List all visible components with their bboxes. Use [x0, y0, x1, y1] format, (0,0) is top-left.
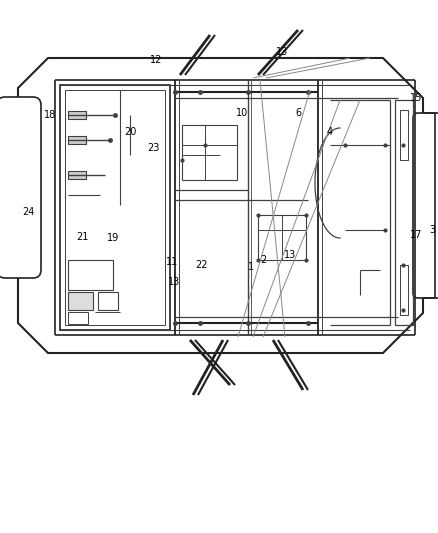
- Text: 24: 24: [22, 207, 34, 217]
- Text: 10: 10: [236, 108, 248, 118]
- FancyBboxPatch shape: [0, 97, 41, 278]
- Text: 21: 21: [76, 232, 88, 242]
- Bar: [68, 292, 93, 310]
- FancyBboxPatch shape: [413, 113, 438, 298]
- Text: 13: 13: [168, 277, 180, 287]
- Text: 13: 13: [276, 47, 288, 57]
- Bar: [400, 110, 408, 160]
- Text: 15: 15: [410, 93, 422, 103]
- Text: 13: 13: [284, 250, 296, 260]
- Bar: [68, 171, 86, 179]
- Text: 22: 22: [196, 260, 208, 270]
- Bar: [60, 85, 170, 330]
- Text: 23: 23: [147, 143, 159, 153]
- Bar: [182, 125, 237, 180]
- PathPatch shape: [18, 58, 423, 353]
- Text: 1: 1: [248, 262, 254, 272]
- Text: 19: 19: [107, 233, 119, 243]
- Text: 2: 2: [260, 255, 266, 265]
- Bar: [68, 260, 113, 290]
- Text: 6: 6: [295, 108, 301, 118]
- Text: 3: 3: [429, 225, 435, 235]
- Text: 12: 12: [150, 55, 162, 65]
- Text: 18: 18: [44, 110, 56, 120]
- Bar: [68, 111, 86, 119]
- Text: 20: 20: [124, 127, 136, 137]
- Bar: [395, 100, 413, 325]
- Text: 17: 17: [410, 230, 422, 240]
- Bar: [258, 215, 306, 260]
- Bar: [68, 136, 86, 144]
- Bar: [98, 292, 118, 310]
- Bar: [400, 265, 408, 315]
- Bar: [65, 90, 165, 325]
- Text: 4: 4: [327, 127, 333, 137]
- Text: 11: 11: [166, 257, 178, 267]
- Bar: [68, 312, 88, 324]
